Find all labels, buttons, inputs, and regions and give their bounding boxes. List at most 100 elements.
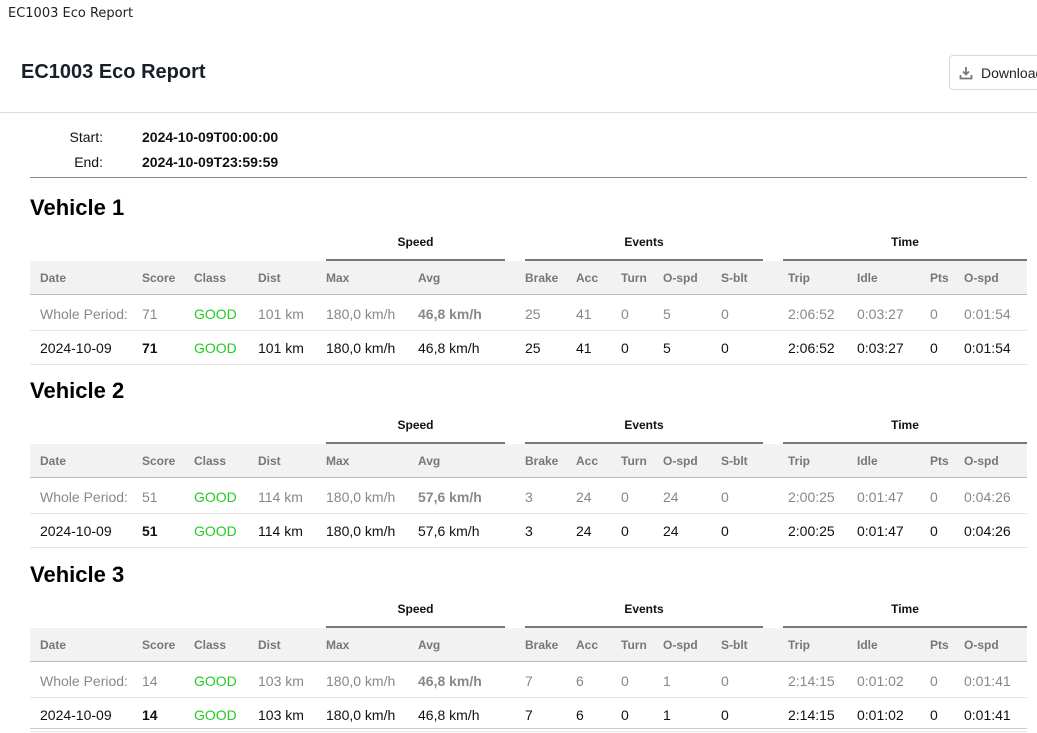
column-header-row: Date Score Class Dist Max Avg Brake Acc … xyxy=(30,444,1027,478)
col-ospd[interactable]: O-spd xyxy=(663,453,698,468)
col-brake[interactable]: Brake xyxy=(525,453,559,468)
group-time: Time xyxy=(783,225,1027,261)
col-sblt[interactable]: S-blt xyxy=(721,637,748,652)
col-brake[interactable]: Brake xyxy=(525,270,559,285)
col-turn[interactable]: Turn xyxy=(621,270,647,285)
col-score[interactable]: Score xyxy=(142,270,176,285)
end-label: End: xyxy=(74,153,103,170)
col-max[interactable]: Max xyxy=(326,453,350,468)
cell-idle: 0:01:02 xyxy=(857,672,904,689)
cell-class: GOOD xyxy=(194,522,237,539)
cell-turn: 0 xyxy=(621,305,629,322)
cell-dist: 101 km xyxy=(258,339,304,356)
cell-max-speed: 180,0 km/h xyxy=(326,339,396,356)
col-date[interactable]: Date xyxy=(40,637,67,652)
cell-acc: 6 xyxy=(576,672,584,689)
col-dist[interactable]: Dist xyxy=(258,637,281,652)
cell-pts: 0 xyxy=(930,339,938,356)
col-time-ospd[interactable]: O-spd xyxy=(964,270,999,285)
col-sblt[interactable]: S-blt xyxy=(721,270,748,285)
col-time-ospd[interactable]: O-spd xyxy=(964,453,999,468)
col-pts[interactable]: Pts xyxy=(930,637,949,652)
cell-turn: 0 xyxy=(621,672,629,689)
col-acc[interactable]: Acc xyxy=(576,270,599,285)
col-brake[interactable]: Brake xyxy=(525,637,559,652)
cell-turn: 0 xyxy=(621,706,629,723)
cell-class: GOOD xyxy=(194,672,237,689)
col-trip[interactable]: Trip xyxy=(788,453,811,468)
col-max[interactable]: Max xyxy=(326,270,350,285)
group-events: Events xyxy=(525,592,763,628)
cell-ospd-events: 1 xyxy=(663,672,671,689)
col-ospd[interactable]: O-spd xyxy=(663,637,698,652)
column-groups: Speed Events Time xyxy=(30,225,1027,261)
col-class[interactable]: Class xyxy=(194,270,227,285)
col-pts[interactable]: Pts xyxy=(930,270,949,285)
cell-brake: 3 xyxy=(525,488,533,505)
report-header: EC1003 Eco Report Download xyxy=(0,40,1037,113)
cell-max-speed: 180,0 km/h xyxy=(326,672,396,689)
cell-score: 71 xyxy=(142,339,158,356)
cell-max-speed: 180,0 km/h xyxy=(326,488,396,505)
col-idle[interactable]: Idle xyxy=(857,270,878,285)
col-dist[interactable]: Dist xyxy=(258,270,281,285)
col-trip[interactable]: Trip xyxy=(788,637,811,652)
col-time-ospd[interactable]: O-spd xyxy=(964,637,999,652)
cell-sblt: 0 xyxy=(721,672,729,689)
group-events: Events xyxy=(525,225,763,261)
page-title: EC1003 Eco Report xyxy=(21,61,206,83)
col-sblt[interactable]: S-blt xyxy=(721,453,748,468)
cell-trip: 2:14:15 xyxy=(788,706,835,723)
cell-pts: 0 xyxy=(930,305,938,322)
col-turn[interactable]: Turn xyxy=(621,453,647,468)
whole-period-row: Whole Period: 14 GOOD 103 km 180,0 km/h … xyxy=(30,664,1027,698)
group-speed: Speed xyxy=(326,408,505,444)
col-turn[interactable]: Turn xyxy=(621,637,647,652)
whole-period-row: Whole Period: 71 GOOD 101 km 180,0 km/h … xyxy=(30,297,1027,331)
col-acc[interactable]: Acc xyxy=(576,453,599,468)
col-date[interactable]: Date xyxy=(40,453,67,468)
column-groups: Speed Events Time xyxy=(30,408,1027,444)
cell-class: GOOD xyxy=(194,488,237,505)
col-ospd[interactable]: O-spd xyxy=(663,270,698,285)
col-avg[interactable]: Avg xyxy=(418,637,441,652)
cell-sblt: 0 xyxy=(721,522,729,539)
cell-ospd-events: 24 xyxy=(663,522,679,539)
col-score[interactable]: Score xyxy=(142,453,176,468)
start-value: 2024-10-09T00:00:00 xyxy=(142,128,279,145)
col-pts[interactable]: Pts xyxy=(930,453,949,468)
cell-trip: 2:06:52 xyxy=(788,339,835,356)
day-row: 2024-10-09 51 GOOD 114 km 180,0 km/h 57,… xyxy=(30,514,1027,548)
cell-ospd-time: 0:01:54 xyxy=(964,339,1011,356)
download-button[interactable]: Download xyxy=(949,55,1037,90)
col-trip[interactable]: Trip xyxy=(788,270,811,285)
col-acc[interactable]: Acc xyxy=(576,637,599,652)
col-date[interactable]: Date xyxy=(40,270,67,285)
divider xyxy=(30,177,1027,178)
cell-turn: 0 xyxy=(621,488,629,505)
group-speed: Speed xyxy=(326,225,505,261)
col-avg[interactable]: Avg xyxy=(418,453,441,468)
cell-trip: 2:00:25 xyxy=(788,522,835,539)
col-max[interactable]: Max xyxy=(326,637,350,652)
vehicle-section-1: Vehicle 1 Speed Events Time Date Score C… xyxy=(30,185,1027,365)
divider xyxy=(30,728,1027,729)
cell-score: 51 xyxy=(142,522,158,539)
download-label: Download xyxy=(981,64,1037,81)
cell-trip: 2:14:15 xyxy=(788,672,835,689)
cell-brake: 7 xyxy=(525,672,533,689)
cell-trip: 2:00:25 xyxy=(788,488,835,505)
cell-idle: 0:01:47 xyxy=(857,522,904,539)
col-score[interactable]: Score xyxy=(142,637,176,652)
cell-ospd-time: 0:04:26 xyxy=(964,522,1011,539)
col-class[interactable]: Class xyxy=(194,637,227,652)
col-idle[interactable]: Idle xyxy=(857,453,878,468)
cell-ospd-time: 0:01:54 xyxy=(964,305,1011,322)
col-class[interactable]: Class xyxy=(194,453,227,468)
col-avg[interactable]: Avg xyxy=(418,270,441,285)
cell-dist: 103 km xyxy=(258,706,304,723)
col-idle[interactable]: Idle xyxy=(857,637,878,652)
cell-turn: 0 xyxy=(621,522,629,539)
col-dist[interactable]: Dist xyxy=(258,453,281,468)
day-row: 2024-10-09 14 GOOD 103 km 180,0 km/h 46,… xyxy=(30,698,1027,732)
